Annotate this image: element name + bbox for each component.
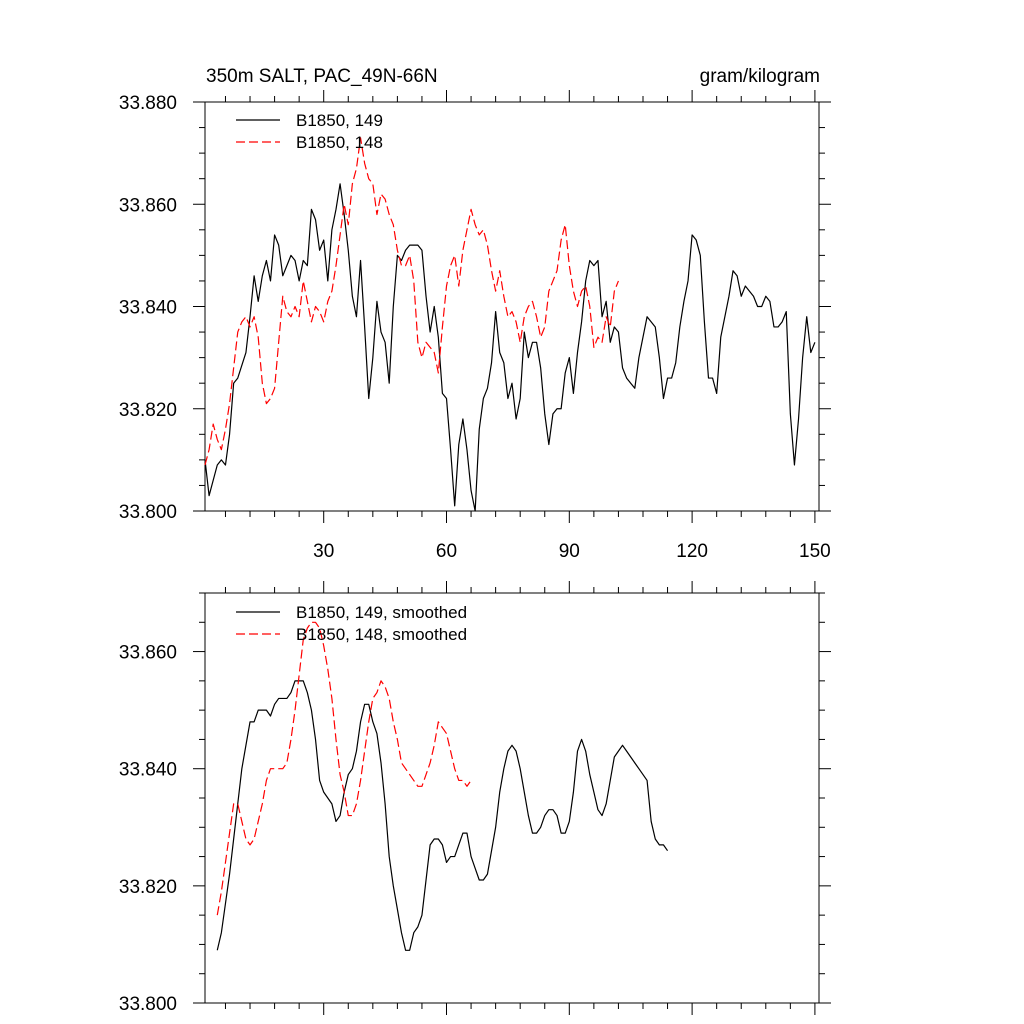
x-tick-label: 60 [436, 541, 457, 562]
y-tick-label: 33.860 [119, 195, 177, 216]
top-chart-units: gram/kilogram [700, 66, 820, 87]
top-panel: 350m SALT, PAC_49N-66N gram/kilogram 30 6… [119, 66, 831, 562]
x-tick-label: 30 [313, 541, 334, 562]
top-legend: B1850, 149 B1850, 148 [236, 111, 383, 152]
top-tick-layer: 30 60 90 120 150 33.800 33.820 33.840 33.860 33.8… [119, 90, 831, 562]
bottom-series-layer [216, 621, 669, 951]
y-tick-label: 33.840 [119, 298, 177, 319]
y-tick-label: 33.800 [119, 994, 177, 1015]
legend-label-1: B1850, 149 [296, 111, 383, 130]
y-tick-label: 33.800 [119, 502, 177, 523]
bottom-panel: 33.800 33.820 33.840 33.860 B1850, 149, smo… [119, 581, 831, 1015]
legend-label-1: B1850, 149, smoothed [296, 603, 467, 622]
x-tick-label: 120 [676, 541, 708, 562]
bottom-plot-frame [204, 592, 820, 1004]
series-line-2 [204, 137, 619, 466]
bottom-tick-layer: 33.800 33.820 33.840 33.860 [119, 581, 831, 1015]
legend-label-2: B1850, 148 [296, 133, 383, 152]
bot-axes-box [204, 592, 820, 1004]
y-tick-label: 33.880 [119, 93, 177, 114]
x-tick-label: 150 [799, 541, 831, 562]
legend-label-2: B1850, 148, smoothed [296, 625, 467, 644]
top-series-layer [204, 137, 816, 512]
y-tick-label: 33.820 [119, 877, 177, 898]
bottom-legend: B1850, 149, smoothed B1850, 148, smoothed [236, 603, 467, 644]
series-line-1 [204, 183, 816, 512]
y-tick-label: 33.860 [119, 643, 177, 664]
y-tick-label: 33.840 [119, 760, 177, 781]
y-tick-label: 33.820 [119, 400, 177, 421]
series-line-2 [216, 621, 472, 916]
top-chart-title: 350m SALT, PAC_49N-66N [206, 66, 438, 87]
series-line-1 [216, 680, 669, 951]
x-tick-label: 90 [559, 541, 580, 562]
